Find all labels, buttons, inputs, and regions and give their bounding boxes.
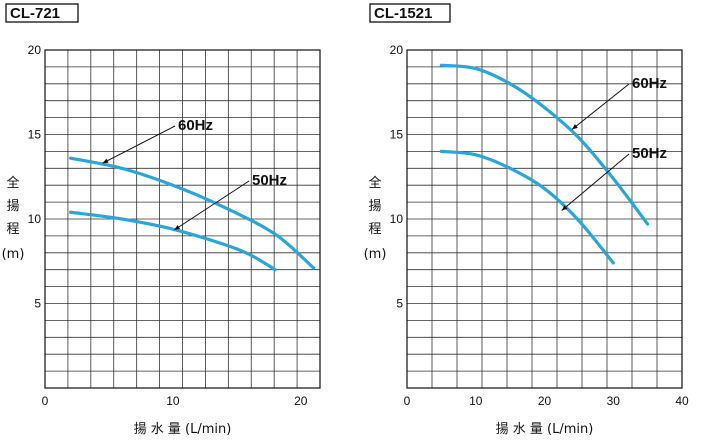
grid (406, 49, 683, 389)
x-tick-label: 0 (404, 394, 411, 408)
series-line-60hz (68, 156, 316, 270)
y-axis-label-char: (m) (2, 247, 25, 262)
plot-frame (406, 49, 683, 389)
y-tick-label: 15 (28, 128, 42, 142)
y-tick-label: 5 (396, 297, 403, 311)
y-axis-label-char: 程 (6, 222, 19, 237)
x-tick-label: 20 (294, 394, 308, 408)
y-axis-label-char: 揚 (6, 198, 19, 214)
grid (44, 49, 321, 389)
x-tick-label: 30 (607, 394, 621, 408)
series-annotation-label: 50Hz (252, 172, 287, 189)
series-annotation-label: 50Hz (632, 145, 667, 162)
annotation-arrowhead (102, 158, 109, 164)
y-axis-label-char: 全 (6, 175, 19, 191)
x-tick-label: 10 (469, 394, 483, 408)
y-tick-label: 15 (390, 128, 404, 142)
model-title-box (5, 3, 79, 23)
series-annotation-label: 60Hz (632, 75, 667, 92)
series-line-50hz (439, 149, 615, 265)
annotation-arrowhead (174, 225, 181, 230)
annotation-leader-line (173, 180, 250, 231)
x-tick-label: 0 (42, 394, 49, 408)
annotation-arrowhead (561, 205, 568, 211)
series-annotation-label: 60Hz (178, 117, 213, 134)
y-tick-label: 20 (390, 43, 404, 57)
annotation-leader-line (561, 153, 630, 211)
series-line-60hz (439, 63, 650, 226)
chart-panel-2: CL-1521 5 10 15 20 0 10 20 30 40 揚 水 量 (L/min) 全揚程 (… (364, 3, 689, 437)
model-title: CL-721 (10, 5, 60, 22)
y-axis-label-char: 全 (368, 175, 381, 191)
model-title: CL-1521 (374, 5, 432, 22)
x-axis-label: 揚 水 量 (L/min) (134, 421, 232, 437)
chart-panel-1: CL-721 5 10 15 20 0 10 20 揚 水 量 (L/min) 全揚程 (m) 60H… (2, 3, 321, 437)
plot-frame (44, 49, 321, 389)
x-tick-label: 40 (675, 394, 689, 408)
y-axis-label-char: (m) (364, 247, 387, 262)
annotation-leader-line (571, 83, 630, 130)
y-axis-label-char: 程 (368, 222, 381, 237)
series-line-50hz (68, 210, 277, 272)
x-axis-label: 揚 水 量 (L/min) (496, 421, 594, 437)
annotation-arrowhead (572, 124, 578, 130)
x-tick-label: 10 (166, 394, 180, 408)
model-title-box (369, 3, 451, 23)
y-axis-label-char: 揚 (368, 198, 381, 214)
y-tick-label: 20 (28, 43, 42, 57)
y-tick-label: 10 (390, 212, 404, 226)
x-tick-label: 20 (538, 394, 552, 408)
annotation-leader-line (102, 125, 176, 164)
y-tick-label: 5 (34, 297, 41, 311)
y-tick-label: 10 (28, 212, 42, 226)
